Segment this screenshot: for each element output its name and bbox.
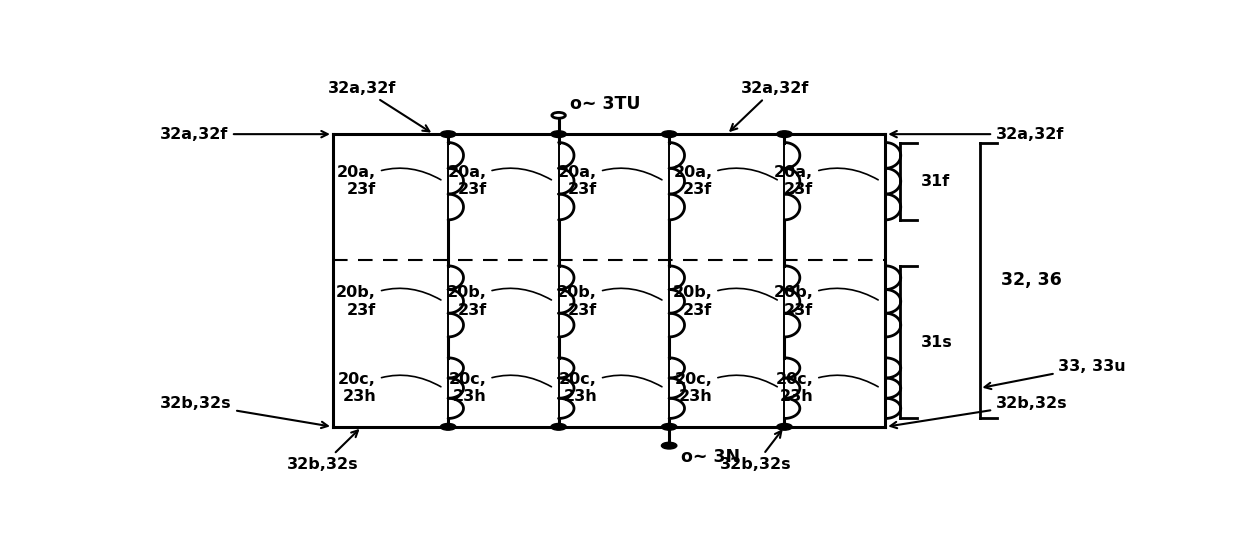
Text: 20a,
23f: 20a, 23f bbox=[558, 165, 662, 198]
Text: 32b,32s: 32b,32s bbox=[719, 431, 791, 472]
Text: 20a,
23f: 20a, 23f bbox=[337, 165, 441, 198]
Circle shape bbox=[776, 424, 792, 430]
Circle shape bbox=[551, 131, 567, 137]
Text: 20a,
23f: 20a, 23f bbox=[448, 165, 552, 198]
Text: 32, 36: 32, 36 bbox=[1001, 272, 1061, 289]
Text: o~ 3TU: o~ 3TU bbox=[570, 95, 641, 113]
Text: o~ 3N: o~ 3N bbox=[681, 448, 740, 466]
Circle shape bbox=[440, 131, 456, 137]
Text: 20b,
23f: 20b, 23f bbox=[774, 285, 878, 318]
Text: 20b,
23f: 20b, 23f bbox=[557, 285, 662, 318]
Text: 31f: 31f bbox=[921, 174, 950, 188]
Text: 32a,32f: 32a,32f bbox=[890, 127, 1064, 142]
Text: 20a,
23f: 20a, 23f bbox=[673, 165, 777, 198]
Text: 32a,32f: 32a,32f bbox=[160, 127, 327, 142]
Text: 31s: 31s bbox=[921, 334, 952, 350]
Text: 20c,
23h: 20c, 23h bbox=[559, 372, 662, 405]
Text: 32b,32s: 32b,32s bbox=[890, 396, 1068, 428]
Text: 33, 33u: 33, 33u bbox=[985, 359, 1126, 389]
Circle shape bbox=[776, 131, 792, 137]
Text: 32b,32s: 32b,32s bbox=[288, 431, 360, 472]
Circle shape bbox=[440, 424, 456, 430]
Text: 32a,32f: 32a,32f bbox=[730, 81, 808, 131]
Text: 20c,
23h: 20c, 23h bbox=[339, 372, 441, 405]
Text: 20c,
23h: 20c, 23h bbox=[449, 372, 552, 405]
Text: 32b,32s: 32b,32s bbox=[160, 396, 327, 428]
Text: 20c,
23h: 20c, 23h bbox=[775, 372, 878, 405]
Circle shape bbox=[661, 424, 677, 430]
Text: 20a,
23f: 20a, 23f bbox=[774, 165, 878, 198]
Text: 32a,32f: 32a,32f bbox=[327, 81, 429, 131]
Text: 20b,
23f: 20b, 23f bbox=[672, 285, 777, 318]
Text: 20c,
23h: 20c, 23h bbox=[675, 372, 777, 405]
Circle shape bbox=[552, 112, 565, 118]
Text: 20b,
23f: 20b, 23f bbox=[446, 285, 552, 318]
Text: 20b,
23f: 20b, 23f bbox=[336, 285, 441, 318]
Circle shape bbox=[661, 443, 677, 449]
Circle shape bbox=[661, 131, 677, 137]
Circle shape bbox=[551, 424, 567, 430]
